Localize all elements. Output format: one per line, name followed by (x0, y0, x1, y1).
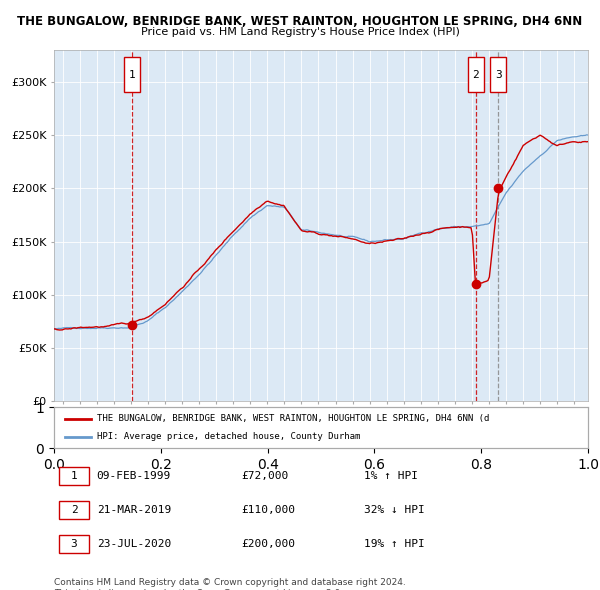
Text: 2: 2 (472, 70, 479, 80)
FancyBboxPatch shape (59, 467, 89, 485)
Text: 1: 1 (129, 70, 136, 80)
Text: £110,000: £110,000 (241, 505, 295, 515)
Text: Price paid vs. HM Land Registry's House Price Index (HPI): Price paid vs. HM Land Registry's House … (140, 27, 460, 37)
Text: 2: 2 (71, 505, 77, 515)
FancyBboxPatch shape (59, 501, 89, 519)
Text: 23-JUL-2020: 23-JUL-2020 (97, 539, 171, 549)
Text: 3: 3 (495, 70, 502, 80)
Text: 3: 3 (71, 539, 77, 549)
Text: 1: 1 (71, 471, 77, 481)
FancyBboxPatch shape (59, 535, 89, 553)
Text: £72,000: £72,000 (241, 471, 288, 481)
Text: 32% ↓ HPI: 32% ↓ HPI (364, 505, 424, 515)
Text: 21-MAR-2019: 21-MAR-2019 (97, 505, 171, 515)
FancyBboxPatch shape (468, 57, 484, 92)
Text: HPI: Average price, detached house, County Durham: HPI: Average price, detached house, Coun… (97, 432, 360, 441)
Text: 1% ↑ HPI: 1% ↑ HPI (364, 471, 418, 481)
Text: 09-FEB-1999: 09-FEB-1999 (97, 471, 171, 481)
Text: THE BUNGALOW, BENRIDGE BANK, WEST RAINTON, HOUGHTON LE SPRING, DH4 6NN: THE BUNGALOW, BENRIDGE BANK, WEST RAINTO… (17, 15, 583, 28)
FancyBboxPatch shape (490, 57, 506, 92)
Text: THE BUNGALOW, BENRIDGE BANK, WEST RAINTON, HOUGHTON LE SPRING, DH4 6NN (d: THE BUNGALOW, BENRIDGE BANK, WEST RAINTO… (97, 414, 489, 423)
Text: Contains HM Land Registry data © Crown copyright and database right 2024.
This d: Contains HM Land Registry data © Crown c… (54, 578, 406, 590)
FancyBboxPatch shape (124, 57, 140, 92)
Text: £200,000: £200,000 (241, 539, 295, 549)
Text: 19% ↑ HPI: 19% ↑ HPI (364, 539, 424, 549)
